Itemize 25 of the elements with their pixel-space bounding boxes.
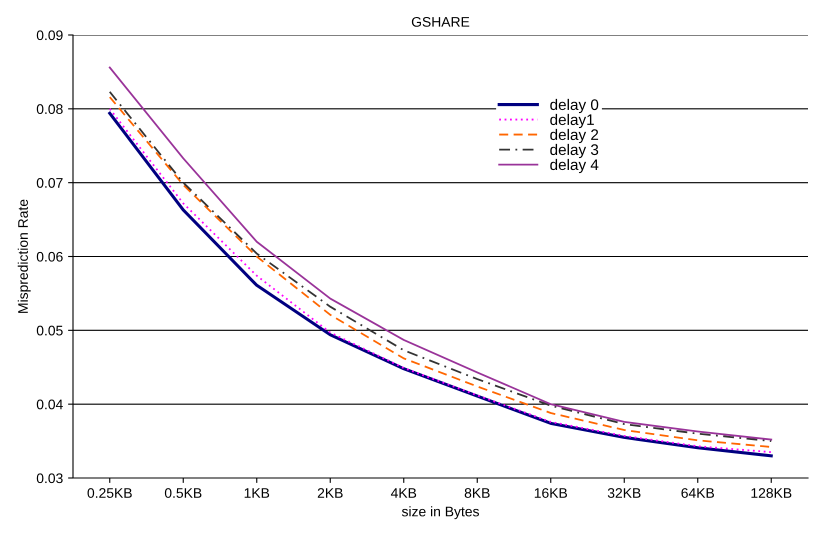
legend-label: delay 0: [550, 98, 598, 114]
y-axis-title: Misprediction Rate: [18, 200, 31, 313]
y-tick-label: 0.06: [36, 252, 63, 262]
x-tick-label: 1KB: [244, 488, 270, 498]
x-tick-label: 0.25KB: [88, 488, 132, 498]
x-tick-label: 64KB: [681, 488, 714, 498]
x-tick-label: 2KB: [318, 488, 343, 498]
x-axis-title: size in Bytes: [402, 506, 479, 520]
y-tick-label: 0.05: [36, 326, 63, 336]
chart-title: GSHARE: [412, 16, 470, 27]
x-tick-label: 16KB: [534, 488, 568, 498]
x-tick-label: 8KB: [464, 488, 490, 498]
y-tick-label: 0.08: [36, 104, 63, 114]
x-tick-label: 4KB: [390, 488, 416, 498]
legend-label: delay 2: [550, 128, 598, 144]
x-tick-label: 0.5KB: [164, 488, 202, 498]
x-tick-label: 128KB: [751, 488, 792, 498]
x-tick-label: 32KB: [608, 488, 641, 498]
legend-label: delay 4: [550, 158, 598, 174]
legend-label: delay1: [550, 114, 594, 128]
y-tick-label: 0.07: [36, 178, 63, 188]
y-tick-label: 0.09: [36, 30, 63, 40]
legend-label: delay 3: [550, 144, 598, 158]
y-tick-label: 0.03: [36, 473, 63, 484]
y-tick-label: 0.04: [36, 400, 63, 410]
